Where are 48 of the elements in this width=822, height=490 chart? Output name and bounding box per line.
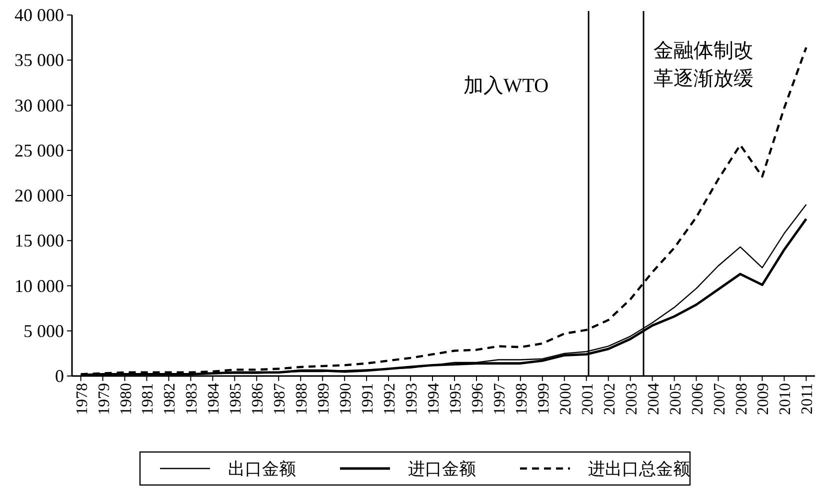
legend-label: 出口金额: [228, 460, 296, 478]
x-tick-label: 1995: [447, 383, 464, 415]
x-tick-label: 2001: [579, 383, 596, 415]
x-tick-label: 2006: [689, 383, 706, 415]
x-tick-label: 1985: [228, 383, 245, 415]
x-tick-label: 1989: [316, 383, 333, 415]
y-tick-label: 35 000: [14, 50, 64, 70]
y-tick-label: 30 000: [14, 95, 64, 116]
x-tick-label: 1987: [272, 383, 289, 415]
y-tick-label: 5 000: [24, 320, 64, 341]
y-tick-label: 40 000: [14, 5, 64, 25]
x-tick-label: 2008: [733, 383, 750, 415]
x-tick-label: 1982: [162, 383, 179, 415]
x-tick-label: 1991: [360, 383, 377, 415]
x-tick-label: 2007: [711, 383, 728, 415]
y-tick-label: 20 000: [14, 186, 64, 206]
ref-line-label: 金融体制改革逐渐放缓: [654, 40, 754, 90]
x-tick-label: 1983: [184, 383, 201, 415]
x-tick-label: 1984: [206, 383, 223, 415]
x-tick-label: 2011: [799, 383, 816, 414]
x-tick-label: 2003: [623, 383, 640, 415]
y-tick-label: 10 000: [14, 276, 64, 296]
x-tick-label: 1979: [96, 383, 113, 415]
y-tick-label: 0: [55, 366, 64, 386]
x-tick-label: 2009: [755, 383, 772, 415]
x-tick-label: 2004: [645, 383, 662, 415]
x-tick-label: 1978: [74, 383, 91, 415]
x-tick-label: 1980: [118, 383, 135, 415]
x-tick-label: 1990: [338, 383, 355, 415]
legend-label: 进口金额: [408, 460, 476, 478]
x-tick-label: 2010: [777, 383, 794, 415]
x-tick-label: 1998: [513, 383, 530, 415]
x-tick-label: 2005: [667, 383, 684, 415]
x-tick-label: 2000: [557, 383, 574, 415]
x-tick-label: 1986: [250, 383, 267, 415]
x-tick-label: 1996: [469, 383, 486, 415]
ref-line-label: 加入WTO: [463, 75, 549, 97]
x-tick-label: 1999: [535, 383, 552, 415]
x-tick-label: 1997: [491, 383, 508, 415]
x-tick-label: 1994: [426, 383, 443, 415]
x-tick-label: 1993: [404, 383, 421, 415]
x-tick-label: 1988: [294, 383, 311, 415]
x-tick-label: 1992: [382, 383, 399, 415]
y-tick-label: 15 000: [14, 230, 64, 251]
x-tick-label: 2002: [601, 383, 618, 415]
x-tick-label: 1981: [140, 383, 157, 415]
y-tick-label: 25 000: [14, 140, 64, 160]
legend-label: 进出口总金额: [588, 460, 690, 478]
